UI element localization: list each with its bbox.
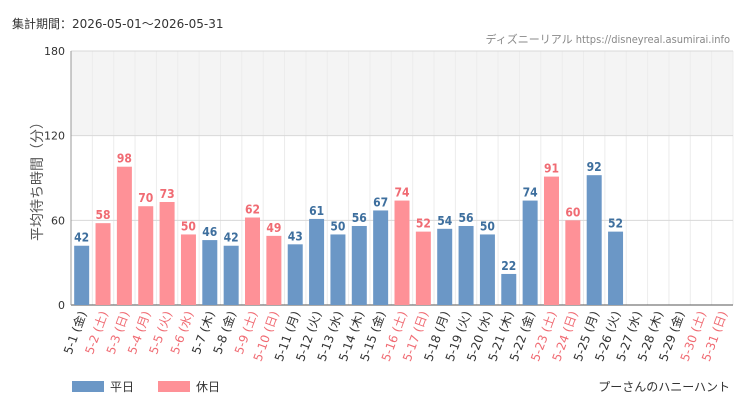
bar-value-label: 62 — [245, 203, 260, 217]
bar — [394, 200, 410, 305]
bar-value-label: 73 — [160, 187, 175, 201]
bar-value-label: 56 — [352, 211, 367, 225]
y-tick-label: 120 — [44, 130, 65, 143]
bar-value-label: 54 — [437, 214, 453, 228]
bar — [266, 235, 282, 305]
bar — [543, 176, 559, 305]
bar-value-label: 52 — [608, 217, 623, 231]
y-tick-label: 180 — [44, 45, 65, 58]
bar — [415, 231, 431, 305]
bar — [437, 228, 453, 305]
bar — [223, 245, 239, 305]
bar — [202, 240, 218, 305]
bar — [351, 225, 367, 305]
bar-value-label: 74 — [523, 186, 539, 200]
bar-value-label: 70 — [138, 191, 153, 205]
bar-value-label: 91 — [544, 162, 559, 176]
bar — [608, 231, 624, 305]
bar — [330, 234, 346, 305]
bar-value-label: 67 — [373, 195, 388, 209]
bar-value-label: 60 — [565, 205, 580, 219]
bar-value-label: 42 — [74, 231, 89, 245]
bar-value-label: 98 — [117, 152, 132, 166]
bar — [245, 217, 261, 305]
bar — [74, 245, 90, 305]
bar — [458, 225, 474, 305]
bar-value-label: 50 — [330, 219, 345, 233]
bar — [95, 223, 111, 305]
bar-value-label: 46 — [202, 225, 217, 239]
legend-swatch-weekday — [72, 381, 104, 392]
bar-value-label: 61 — [309, 204, 324, 218]
legend-swatch-holiday — [158, 381, 191, 392]
legend-item-holiday[interactable]: 休日 — [158, 378, 220, 395]
bar — [116, 166, 132, 305]
source-link[interactable]: ディズニーリアル https://disneyreal.asumirai.inf… — [485, 33, 730, 46]
bar — [287, 244, 303, 305]
bar-value-label: 56 — [459, 211, 474, 225]
bar-value-label: 58 — [96, 208, 111, 222]
bar — [565, 220, 581, 305]
period-label: 集計期間：2026-05-01～2026-05-31 — [12, 17, 224, 31]
legend-item-weekday[interactable]: 平日 — [72, 378, 134, 395]
bar — [522, 200, 538, 305]
bar-value-label: 74 — [394, 186, 410, 200]
bar-value-label: 52 — [416, 217, 431, 231]
bar — [501, 273, 517, 305]
bar-value-label: 49 — [266, 221, 281, 235]
legend: 平日 休日 — [72, 378, 220, 395]
bar-value-label: 42 — [224, 231, 239, 245]
bar-value-label: 43 — [288, 229, 303, 243]
bar-value-label: 92 — [587, 160, 602, 174]
y-tick-label: 0 — [58, 299, 65, 312]
y-axis-title: 平均待ち時間（分） — [30, 115, 46, 241]
bar-value-label: 22 — [501, 259, 516, 273]
legend-label-weekday: 平日 — [110, 380, 135, 394]
bar — [309, 218, 325, 305]
attraction-name: プーさんのハニーハント — [598, 380, 730, 394]
bar-value-label: 50 — [480, 219, 495, 233]
bar — [479, 234, 495, 305]
bar — [586, 175, 602, 305]
legend-label-holiday: 休日 — [196, 380, 221, 394]
shaded-band — [71, 51, 733, 136]
bar — [180, 234, 196, 305]
bar-value-label: 50 — [181, 219, 196, 233]
y-tick-label: 60 — [51, 214, 65, 227]
bar — [373, 210, 389, 305]
bar — [159, 201, 175, 305]
bar — [138, 206, 154, 305]
